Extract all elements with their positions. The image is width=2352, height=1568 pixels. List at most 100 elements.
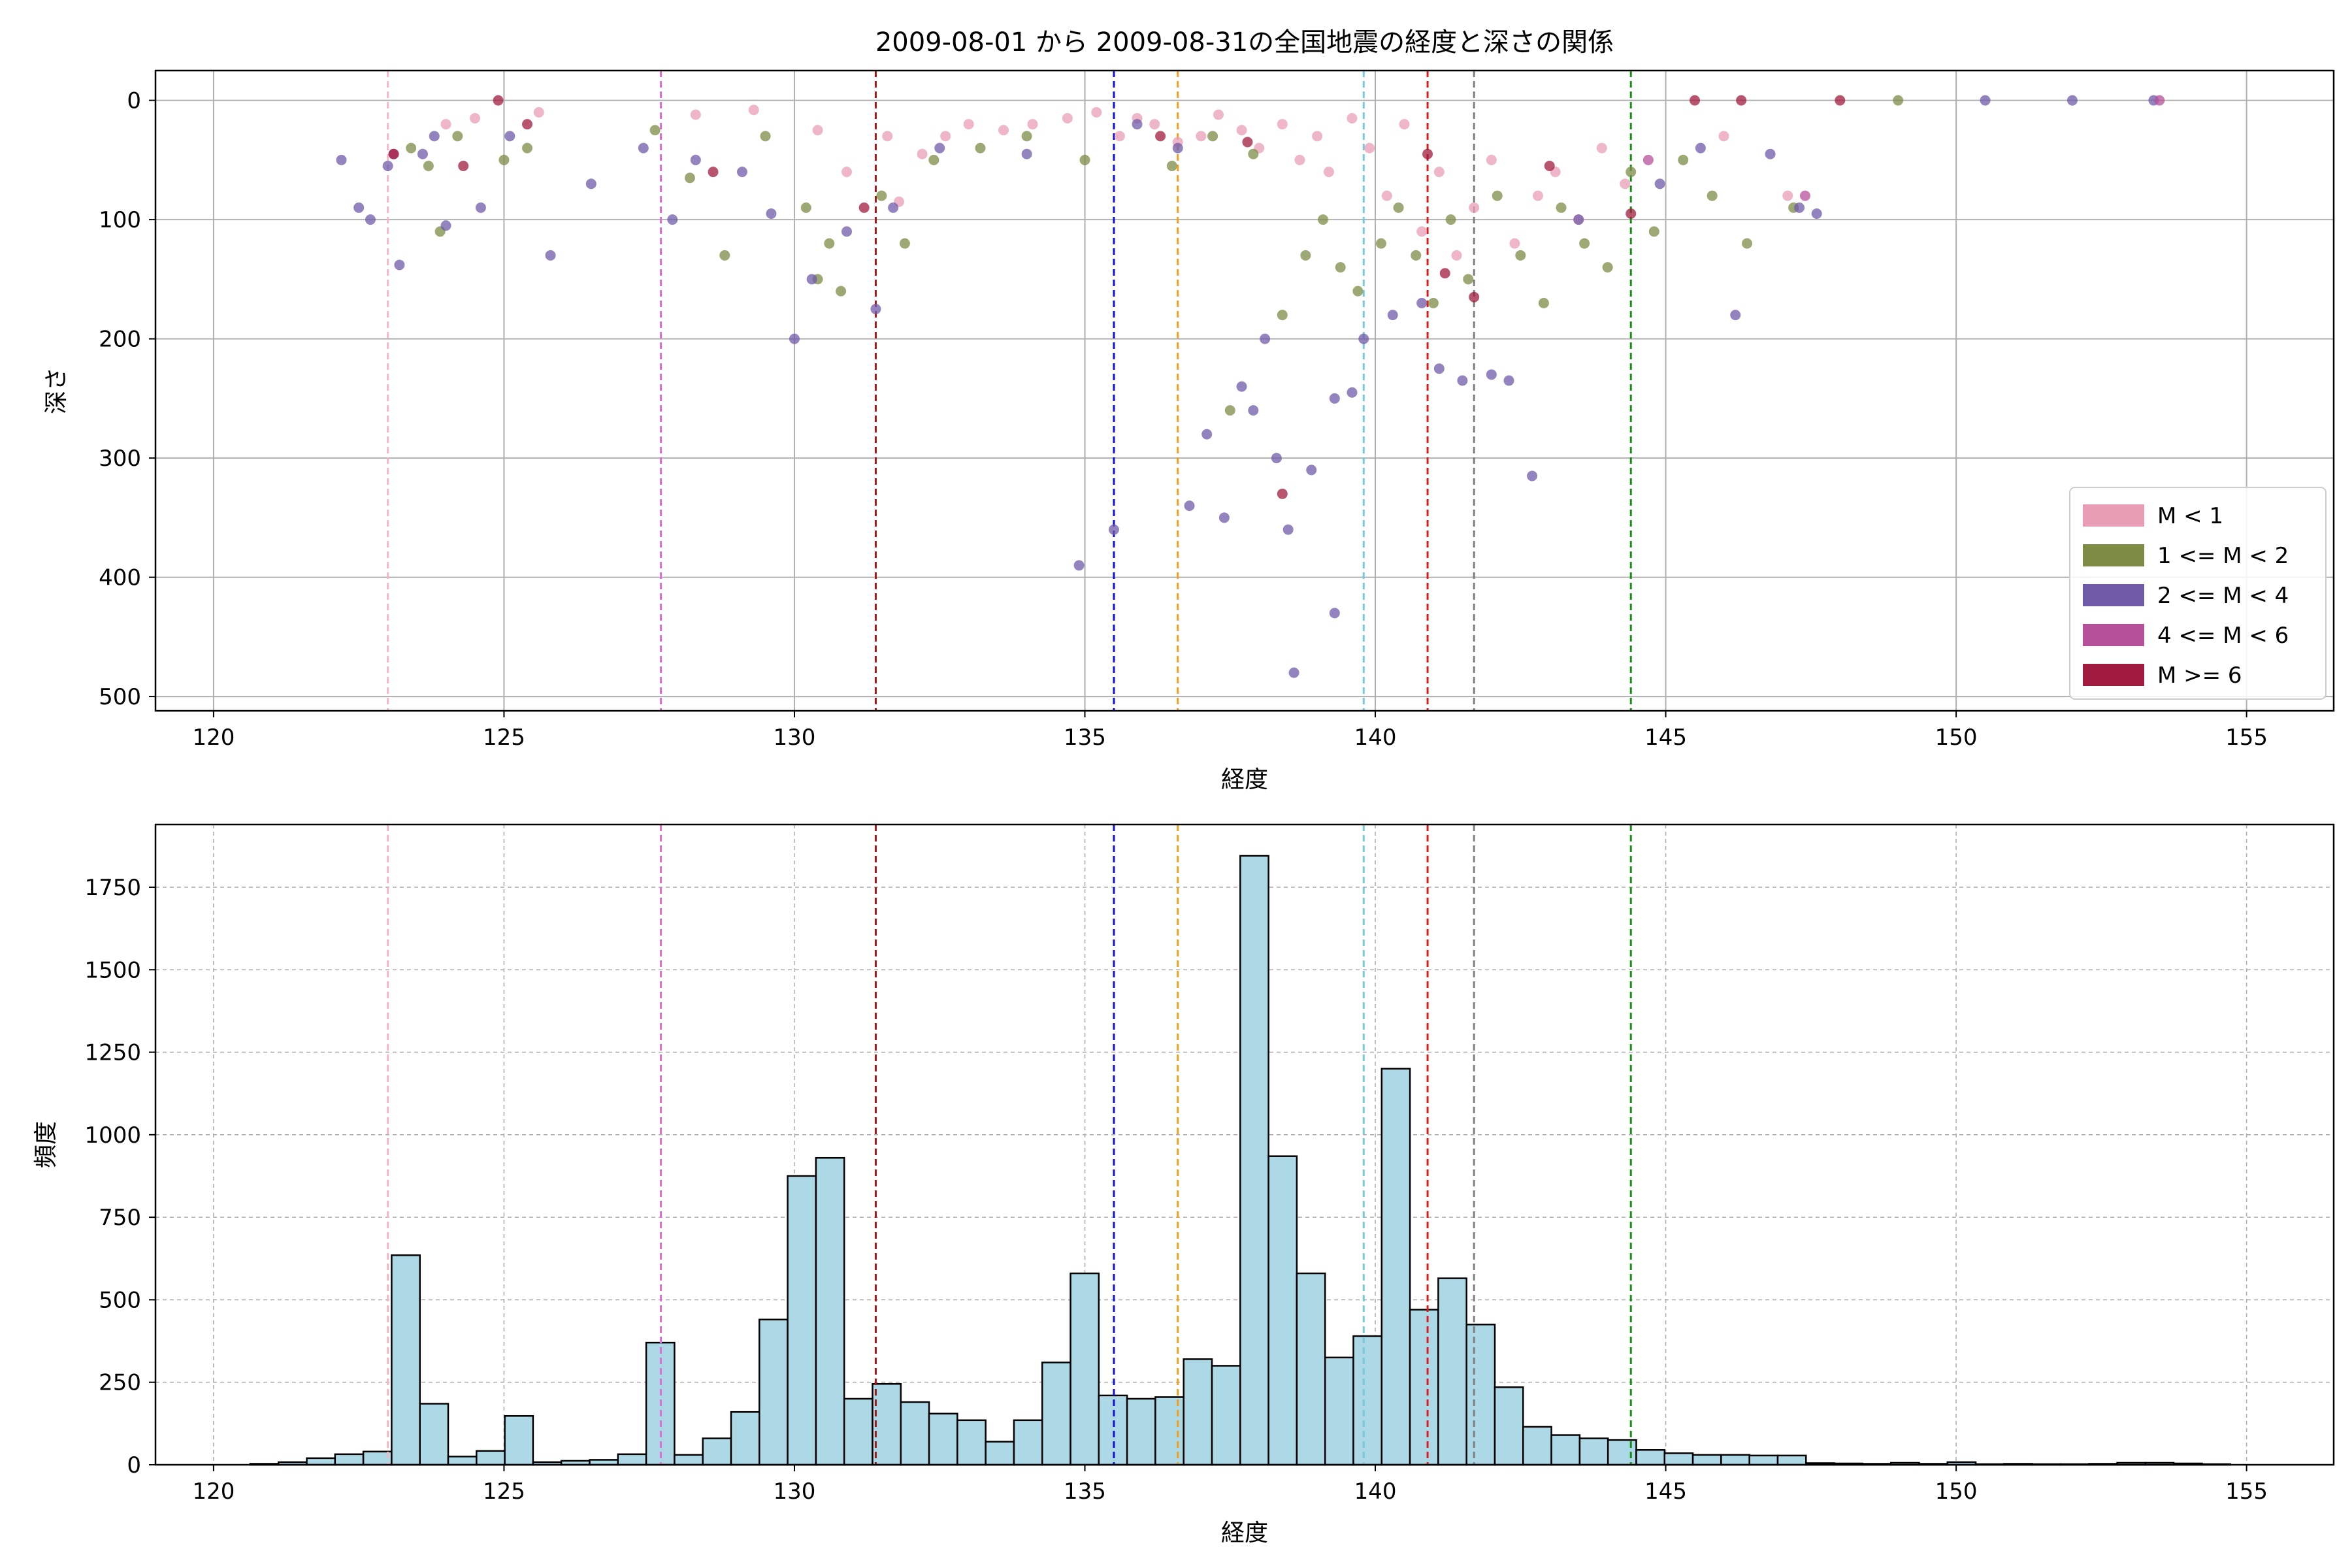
- scatter-point: [684, 172, 695, 184]
- scatter-point: [1155, 131, 1166, 142]
- legend-swatch: [2083, 544, 2144, 566]
- scatter-point: [1352, 286, 1364, 297]
- scatter-point: [1248, 148, 1259, 159]
- scatter-point: [812, 125, 823, 136]
- scatter-point: [940, 131, 951, 142]
- histogram-bar: [1578, 1437, 1609, 1466]
- histogram-bar: [1607, 1439, 1637, 1466]
- histogram-bar: [1154, 1396, 1184, 1466]
- scatter-point: [1277, 119, 1288, 130]
- scatter-point: [1620, 178, 1631, 189]
- scatter-point: [1730, 310, 1741, 321]
- scatter-point: [1457, 375, 1468, 386]
- scatter-point: [1492, 190, 1503, 201]
- scatter-y-tick-label: 100: [99, 207, 141, 233]
- histogram-y-tick-label: 1500: [84, 957, 141, 983]
- scatter-point: [888, 202, 899, 213]
- histogram-bar: [1691, 1454, 1722, 1466]
- scatter-point: [1358, 333, 1369, 344]
- scatter-y-tick-label: 400: [99, 565, 141, 591]
- scatter-point: [719, 250, 730, 261]
- scatter-point: [858, 202, 870, 213]
- scatter-point: [2066, 95, 2078, 106]
- scatter-point: [2154, 95, 2165, 106]
- scatter-point: [469, 112, 480, 123]
- scatter-point: [1329, 393, 1340, 404]
- scatter-point: [1224, 405, 1235, 416]
- scatter-point: [1463, 274, 1474, 285]
- scatter-point: [1835, 95, 1846, 106]
- scatter-point: [1277, 488, 1288, 499]
- scatter-point: [1172, 142, 1183, 154]
- scatter-point: [1062, 112, 1073, 123]
- histogram-bar: [306, 1457, 336, 1466]
- histogram-bar: [759, 1318, 789, 1466]
- scatter-point: [1213, 109, 1224, 120]
- scatter-point: [736, 167, 747, 178]
- scatter-point: [1422, 148, 1433, 159]
- scatter-x-tick-label: 155: [2225, 725, 2268, 751]
- scatter-point: [1451, 250, 1462, 261]
- scatter-point: [1207, 131, 1218, 142]
- histogram-bar: [1748, 1454, 1779, 1466]
- scatter-point: [1736, 95, 1747, 106]
- scatter-point: [1538, 297, 1549, 308]
- scatter-point: [1648, 226, 1659, 237]
- scatter-point: [1079, 154, 1090, 165]
- histogram-x-tick-label: 130: [774, 1478, 816, 1505]
- scatter-point: [1893, 95, 1904, 106]
- scatter-point: [1166, 160, 1177, 171]
- histogram-bar: [1126, 1397, 1156, 1466]
- scatter-point: [1347, 112, 1358, 123]
- scatter-point: [1329, 608, 1340, 619]
- histogram-bar: [787, 1175, 817, 1466]
- histogram-bar: [1352, 1335, 1383, 1466]
- scatter-point: [1532, 190, 1543, 201]
- scatter-point: [690, 154, 701, 165]
- scatter-point: [353, 202, 365, 213]
- scatter-point: [841, 226, 852, 237]
- scatter-point: [824, 238, 835, 249]
- scatter-point: [1149, 119, 1160, 130]
- scatter-point: [800, 202, 811, 213]
- scatter-y-tick-label: 0: [127, 88, 141, 114]
- scatter-point: [760, 131, 771, 142]
- scatter-point: [1242, 137, 1253, 148]
- scatter-x-tick-label: 125: [483, 725, 525, 751]
- legend-swatch: [2083, 584, 2144, 606]
- legend-label: 2 <= M < 4: [2157, 583, 2289, 609]
- scatter-point: [365, 214, 376, 225]
- scatter-point: [1201, 429, 1213, 440]
- histogram-bar: [447, 1456, 478, 1466]
- scatter-point: [1184, 500, 1195, 512]
- histogram-y-tick-label: 1750: [84, 875, 141, 901]
- histogram-y-tick-label: 1250: [84, 1040, 141, 1066]
- histogram-x-tick-label: 150: [1935, 1478, 1978, 1505]
- histogram-bar: [391, 1254, 421, 1466]
- scatter-point: [1416, 226, 1428, 237]
- legend-swatch: [2083, 624, 2144, 646]
- histogram-bar: [504, 1414, 534, 1466]
- histogram-y-tick-label: 750: [99, 1205, 141, 1231]
- scatter-x-tick-label: 120: [192, 725, 235, 751]
- scatter-point: [1277, 310, 1288, 321]
- histogram-bar: [1635, 1449, 1666, 1466]
- scatter-point: [1503, 375, 1514, 386]
- histogram-bar: [872, 1382, 902, 1466]
- histogram-y-tick-label: 1000: [84, 1122, 141, 1149]
- scatter-point: [638, 142, 649, 154]
- scatter-point: [1306, 465, 1317, 476]
- scatter-point: [1602, 262, 1613, 273]
- histogram-bar: [1720, 1454, 1750, 1466]
- histogram-y-tick-label: 250: [99, 1370, 141, 1396]
- histogram-bar: [702, 1437, 732, 1466]
- scatter-point: [1387, 310, 1398, 321]
- histogram-bar: [1013, 1419, 1043, 1466]
- scatter-point: [1515, 250, 1526, 261]
- histogram-bar: [419, 1403, 449, 1466]
- scatter-reference-lines: [387, 71, 1632, 711]
- scatter-point: [406, 142, 417, 154]
- legend-label: M >= 6: [2157, 662, 2242, 689]
- scatter-point: [1236, 381, 1247, 392]
- scatter-point: [1579, 238, 1590, 249]
